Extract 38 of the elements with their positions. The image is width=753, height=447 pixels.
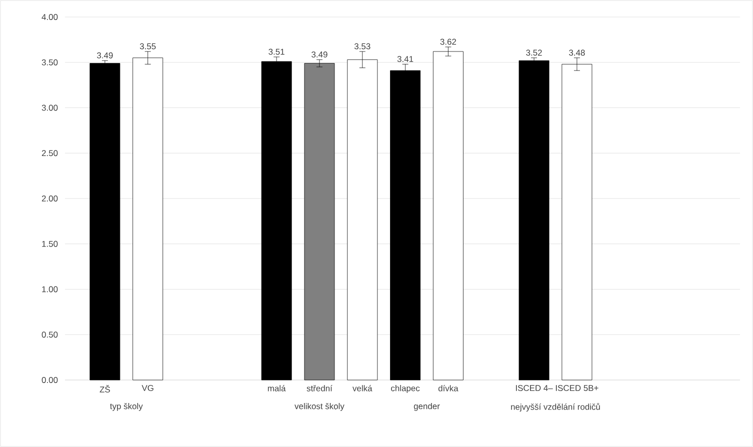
- x-tick-label: ISCED 4–: [516, 385, 553, 392]
- text: typ školy: [110, 402, 143, 411]
- data-label: 3.49: [96, 52, 113, 58]
- text: velikost školy: [294, 402, 344, 411]
- x-tick-label: ZŠ: [100, 385, 110, 392]
- data-label: 3.52: [526, 50, 542, 56]
- y-tick-label: 3.00: [42, 104, 58, 111]
- x-tick-label: dívka: [438, 385, 458, 392]
- bar: [304, 63, 335, 380]
- y-tick-label: 0.00: [42, 377, 58, 383]
- data-label: 3.48: [569, 50, 585, 56]
- data-label: 3.55: [140, 43, 156, 50]
- bar: [90, 63, 120, 380]
- bar: [562, 64, 592, 380]
- bar: [261, 61, 292, 380]
- data-label: 3.62: [440, 38, 456, 45]
- x-tick-label: chlapec: [391, 385, 420, 393]
- data-label: 3.51: [268, 48, 284, 55]
- bar: [518, 60, 550, 380]
- x-tick-label: střední: [306, 385, 332, 392]
- data-label: 3.49: [312, 51, 328, 58]
- y-tick-label: 4.00: [42, 14, 58, 20]
- text: gender: [414, 402, 440, 411]
- y-tick-label: 1.50: [42, 240, 58, 247]
- x-tick-label: velká: [352, 385, 372, 392]
- bar: [432, 51, 464, 380]
- x-tick-label: ISCED 5B+: [556, 385, 598, 392]
- x-tick-label: VG: [142, 385, 154, 392]
- y-tick-label: 3.50: [42, 59, 58, 66]
- y-tick-label: 0.50: [42, 332, 58, 338]
- text: nejvyšší vzdělání rodičů: [511, 402, 600, 412]
- x-tick-label: malá: [268, 385, 286, 392]
- bar: [347, 59, 378, 380]
- y-tick-label: 2.50: [42, 150, 58, 156]
- y-tick-label: 2.00: [42, 196, 58, 202]
- y-tick-label: 1.00: [42, 286, 58, 292]
- data-label: 3.41: [397, 56, 414, 62]
- data-label: 3.53: [354, 43, 370, 50]
